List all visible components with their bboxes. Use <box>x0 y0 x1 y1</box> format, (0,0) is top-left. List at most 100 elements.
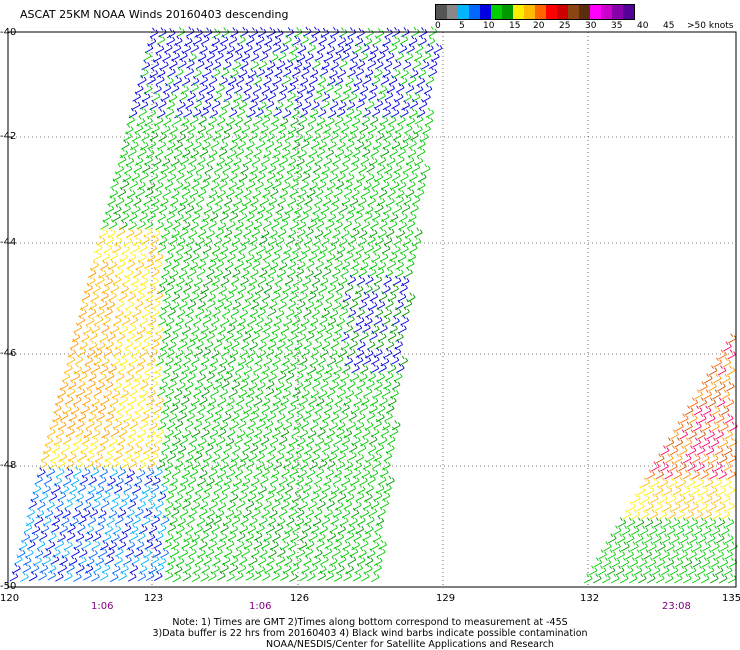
wind-barb <box>277 267 287 278</box>
wind-barb <box>309 74 318 85</box>
wind-barb <box>171 291 181 302</box>
wind-barb <box>260 371 269 382</box>
wind-barb <box>363 386 373 397</box>
wind-barb <box>404 227 414 239</box>
wind-barb <box>286 234 295 245</box>
wind-barb <box>325 147 335 158</box>
wind-barb <box>114 546 124 557</box>
colorbar-swatch <box>447 5 458 19</box>
wind-barb <box>201 179 210 190</box>
wind-barb <box>124 402 134 413</box>
note-line-2: 3)Data buffer is 22 hrs from 20160403 4)… <box>152 628 588 639</box>
wind-barb <box>292 492 302 503</box>
wind-barb <box>317 323 327 334</box>
wind-barb <box>420 131 429 142</box>
wind-barb <box>693 405 703 416</box>
wind-barb <box>651 461 660 472</box>
wind-barb <box>178 58 187 69</box>
wind-barb <box>179 226 189 237</box>
wind-barb <box>355 139 365 150</box>
wind-barb <box>190 75 200 87</box>
wind-barb <box>338 347 348 358</box>
wind-barb <box>592 573 602 584</box>
wind-barb <box>610 573 620 584</box>
wind-barb <box>55 538 65 549</box>
wind-barb <box>259 515 268 526</box>
wind-barb <box>338 58 348 69</box>
wind-barb <box>314 122 324 133</box>
wind-barb <box>128 220 137 231</box>
wind-barb <box>215 299 225 310</box>
wind-barb <box>340 371 350 382</box>
wind-barb <box>414 84 424 95</box>
wind-barb <box>253 42 262 53</box>
colorbar-swatch <box>480 5 491 19</box>
wind-barb <box>630 525 640 536</box>
wind-barb <box>149 130 159 141</box>
wind-barb <box>203 235 213 246</box>
wind-barb <box>344 460 353 471</box>
wind-barb <box>712 389 721 400</box>
wind-barb <box>258 484 267 495</box>
wind-barb <box>199 43 208 54</box>
wind-barb <box>392 130 402 141</box>
wind-barb <box>309 530 318 541</box>
wind-barb <box>368 227 378 238</box>
wind-barb <box>319 243 328 254</box>
wind-barb <box>126 114 136 125</box>
wind-barb <box>272 498 281 509</box>
wind-barb <box>265 379 275 390</box>
wind-barb <box>330 379 340 390</box>
wind-barb <box>106 515 115 526</box>
wind-barb <box>60 515 70 526</box>
wind-barb <box>191 251 200 262</box>
wind-barb <box>682 469 691 480</box>
wind-barb <box>358 299 368 310</box>
wind-barb <box>143 508 152 519</box>
wind-barb <box>719 557 729 568</box>
wind-barb <box>689 397 699 408</box>
wind-barb <box>204 163 213 174</box>
wind-barb <box>661 533 671 544</box>
wind-barb <box>303 444 313 455</box>
wind-barb <box>119 356 128 367</box>
wind-barb <box>93 250 102 261</box>
wind-barb <box>670 429 679 440</box>
wind-barb <box>46 426 56 437</box>
wind-barb <box>274 522 284 533</box>
wind-barb <box>375 515 385 526</box>
wind-barb <box>293 99 303 110</box>
wind-barb <box>217 538 227 549</box>
wind-barb <box>283 380 293 391</box>
wind-barb <box>213 235 223 246</box>
wind-barb <box>209 108 218 119</box>
wind-barb <box>354 563 363 574</box>
wind-barb <box>304 372 313 383</box>
wind-barb <box>313 474 323 485</box>
wind-barb <box>140 554 150 565</box>
wind-barb <box>356 275 366 286</box>
wind-barb <box>125 299 135 310</box>
wind-barb <box>717 365 727 376</box>
wind-barb <box>392 346 402 357</box>
wind-barb <box>351 227 360 238</box>
wind-barb <box>310 347 319 358</box>
wind-barb <box>214 162 223 173</box>
wind-barb <box>276 163 285 174</box>
wind-barb <box>227 219 236 230</box>
wind-barb <box>339 411 349 422</box>
wind-barb <box>231 379 241 390</box>
wind-barb <box>132 236 142 247</box>
wind-barb <box>244 147 253 158</box>
wind-barb <box>135 260 145 271</box>
wind-barb <box>245 498 255 509</box>
wind-barb <box>414 124 423 135</box>
wind-barb <box>354 386 363 397</box>
wind-barb <box>125 155 135 166</box>
wind-barb <box>253 362 263 373</box>
wind-barb <box>55 427 65 438</box>
wind-barb <box>315 396 325 407</box>
wind-barb <box>396 363 405 374</box>
wind-barb <box>110 178 119 189</box>
wind-barb <box>660 461 669 472</box>
